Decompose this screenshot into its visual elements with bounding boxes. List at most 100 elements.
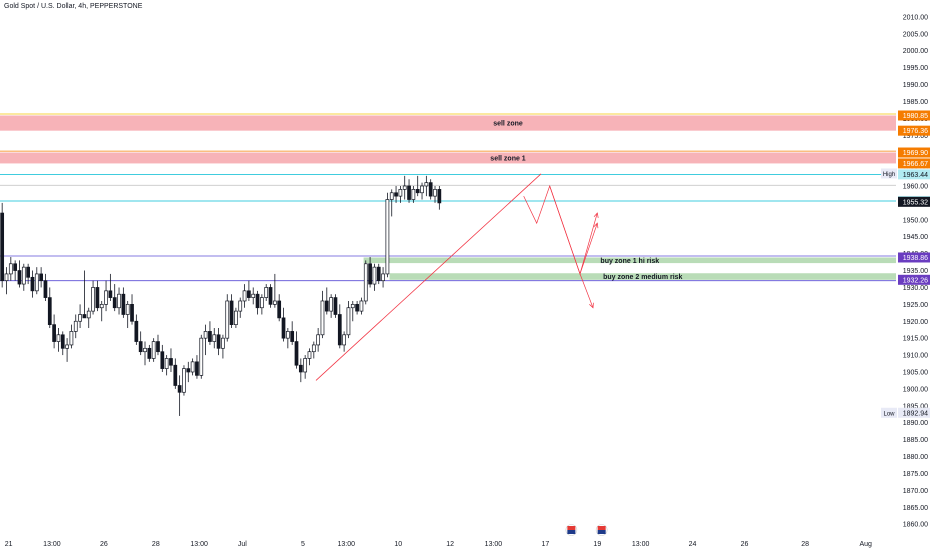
candle-body	[182, 368, 186, 393]
candle-body	[0, 212, 5, 282]
candle-body	[433, 189, 437, 197]
candle-body	[277, 300, 282, 319]
candle-body	[112, 297, 117, 309]
y-tick-label: 1930.00	[903, 285, 928, 292]
price-badge-label: 1976.36	[903, 128, 928, 135]
candle-body	[47, 297, 52, 325]
y-tick-label: 1985.00	[903, 99, 928, 106]
candle-body	[355, 304, 359, 312]
x-tick-label: 10	[394, 541, 402, 548]
candle-body	[424, 182, 429, 187]
x-tick-label: 17	[541, 541, 549, 548]
candle-body	[316, 334, 321, 346]
candle-body	[143, 347, 147, 353]
candle-body	[225, 300, 230, 339]
candle-body	[311, 344, 316, 353]
candle-body	[324, 300, 329, 312]
candle-body	[173, 364, 178, 386]
candle-body	[39, 273, 43, 282]
candle-body	[407, 185, 411, 200]
candle-body	[212, 334, 217, 342]
candle-body	[216, 334, 221, 349]
candle-body	[208, 331, 212, 342]
x-tick-label: 28	[152, 541, 160, 548]
candle-body	[420, 185, 424, 194]
candle-body	[199, 337, 204, 376]
y-tick-label: 1975.00	[903, 133, 928, 140]
candle-body	[177, 385, 182, 393]
candle-body	[190, 361, 195, 373]
candle-body	[337, 314, 342, 346]
candle-body	[95, 287, 100, 309]
candle-body	[117, 293, 121, 309]
candle-body	[86, 310, 91, 319]
candle-body	[21, 266, 26, 285]
price-badge	[898, 147, 930, 158]
candle-body	[221, 337, 225, 349]
y-tick-label: 1925.00	[903, 302, 928, 309]
price-badge-label: 1969.90	[903, 150, 928, 157]
zone-2	[363, 257, 896, 264]
candle-body	[272, 300, 277, 305]
candle-body	[247, 290, 251, 298]
candle-body	[195, 361, 199, 376]
candle-body	[368, 263, 372, 285]
y-tick-label: 1865.00	[903, 505, 928, 512]
price-badge-label: 1980.85	[903, 113, 928, 120]
y-tick-label: 1860.00	[903, 522, 928, 529]
candle-body	[56, 334, 61, 342]
candle-body	[381, 273, 385, 282]
zone-label-2: buy zone 1 hi risk	[600, 258, 659, 265]
price-tag-bg	[881, 168, 897, 179]
us-flag-field-icon	[567, 530, 576, 534]
x-tick-label: 13:00	[190, 541, 208, 548]
price-badge	[898, 169, 930, 180]
x-tick-label: 26	[741, 541, 749, 548]
candle-body	[329, 297, 333, 312]
candle-body	[242, 290, 247, 302]
candle-body	[138, 341, 143, 353]
price-badge-label: 1932.26	[903, 277, 928, 284]
zone-0	[0, 115, 896, 131]
price-badge-label: 1892.94	[903, 410, 928, 417]
projection-arrowhead-1	[593, 222, 599, 229]
price-badge	[898, 274, 930, 285]
candle-body	[147, 347, 152, 359]
y-tick-label: 2000.00	[903, 48, 928, 55]
y-tick-label: 1890.00	[903, 420, 928, 427]
price-tag-label: High	[883, 172, 895, 178]
candle-body	[125, 304, 130, 315]
candle-body	[394, 192, 398, 197]
candle-body	[255, 293, 260, 309]
candle-body	[402, 185, 407, 190]
candle-body	[169, 358, 173, 366]
candle-body	[134, 320, 139, 342]
x-tick-label: 13:00	[632, 541, 650, 548]
y-tick-label: 1885.00	[903, 437, 928, 444]
trendline	[315, 173, 542, 381]
candle-body	[8, 263, 13, 275]
candle-body	[82, 314, 87, 319]
zone-label-0: sell zone	[493, 121, 523, 128]
y-tick-label: 1990.00	[903, 82, 928, 89]
candle-body	[160, 351, 165, 369]
y-tick-label: 1875.00	[903, 471, 928, 478]
candle-body	[376, 266, 381, 282]
x-tick-label: 13:00	[485, 541, 503, 548]
candle-body	[164, 358, 169, 369]
candle-body	[156, 341, 160, 353]
x-tick-label: Aug	[859, 541, 872, 548]
candle-body	[333, 297, 338, 315]
candle-body	[151, 341, 156, 359]
candle-body	[281, 317, 286, 339]
x-tick-label: 5	[301, 541, 305, 548]
candle-body	[411, 189, 416, 200]
price-badge	[898, 252, 930, 263]
x-tick-label: Jul	[238, 541, 247, 548]
candle-body	[238, 300, 243, 312]
candle-body	[290, 331, 295, 342]
candle-body	[60, 334, 65, 349]
price-badge	[898, 110, 930, 121]
candle-body	[69, 331, 74, 346]
